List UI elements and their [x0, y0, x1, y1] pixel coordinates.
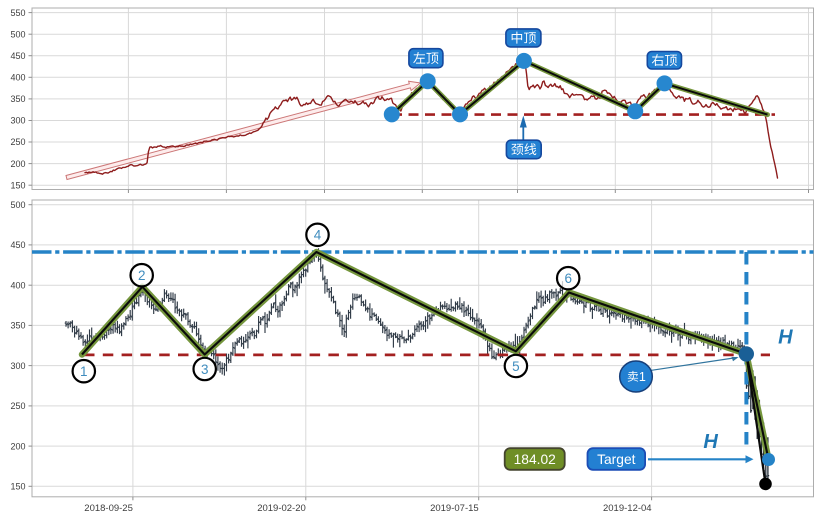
svg-text:184.02: 184.02: [514, 452, 556, 467]
svg-text:250: 250: [10, 401, 25, 411]
svg-text:2: 2: [138, 268, 146, 283]
svg-text:6: 6: [564, 271, 572, 286]
svg-text:5: 5: [512, 359, 520, 374]
svg-text:150: 150: [10, 482, 25, 492]
svg-text:550: 550: [10, 8, 25, 18]
svg-text:300: 300: [10, 116, 25, 126]
svg-text:350: 350: [10, 94, 25, 104]
svg-text:200: 200: [10, 441, 25, 451]
svg-text:400: 400: [10, 73, 25, 83]
svg-text:2019-07-15: 2019-07-15: [430, 503, 479, 514]
svg-text:Target: Target: [597, 452, 636, 467]
svg-text:2019-12-04: 2019-12-04: [603, 503, 652, 514]
svg-text:4: 4: [314, 228, 322, 243]
svg-text:250: 250: [10, 137, 25, 147]
svg-text:400: 400: [10, 280, 25, 290]
svg-text:H: H: [778, 327, 793, 349]
svg-text:450: 450: [10, 51, 25, 61]
svg-text:350: 350: [10, 321, 25, 331]
svg-text:500: 500: [10, 200, 25, 210]
svg-text:450: 450: [10, 240, 25, 250]
svg-text:1: 1: [639, 370, 646, 384]
svg-text:200: 200: [10, 159, 25, 169]
svg-text:1: 1: [80, 364, 88, 379]
svg-text:3: 3: [201, 362, 209, 377]
svg-text:500: 500: [10, 29, 25, 39]
svg-text:300: 300: [10, 361, 25, 371]
svg-text:2018-09-25: 2018-09-25: [84, 503, 133, 514]
svg-text:H: H: [703, 431, 718, 453]
svg-text:2019-02-20: 2019-02-20: [257, 503, 306, 514]
svg-text:150: 150: [10, 180, 25, 190]
